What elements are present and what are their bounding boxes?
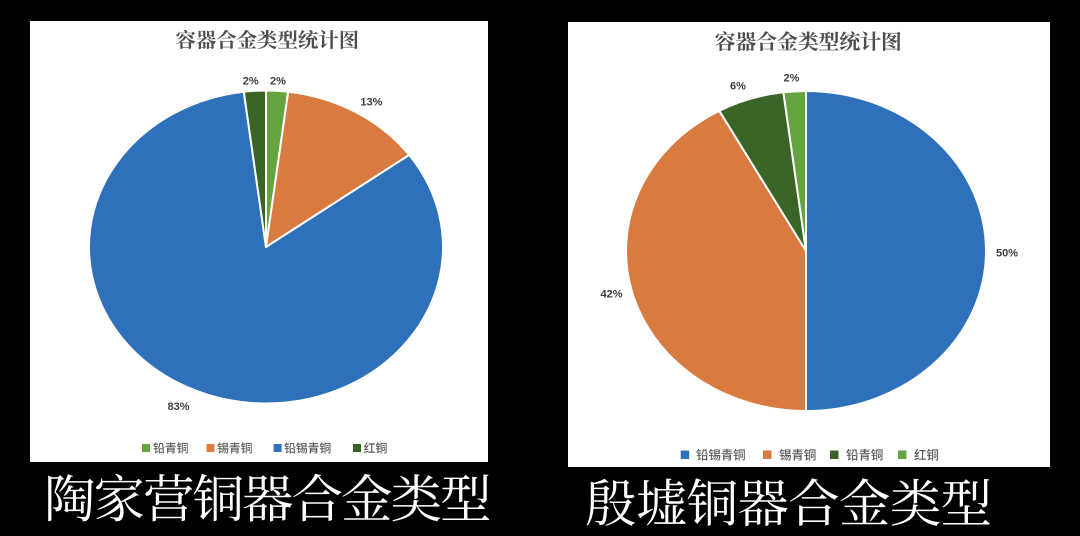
svg-text:13%: 13% (360, 96, 382, 108)
svg-text:6%: 6% (730, 80, 746, 92)
svg-text:2%: 2% (243, 75, 259, 87)
svg-text:83%: 83% (167, 401, 189, 413)
svg-text:2%: 2% (784, 72, 800, 84)
svg-text:50%: 50% (996, 248, 1018, 260)
svg-text:42%: 42% (600, 288, 622, 300)
svg-text:2%: 2% (270, 75, 286, 87)
